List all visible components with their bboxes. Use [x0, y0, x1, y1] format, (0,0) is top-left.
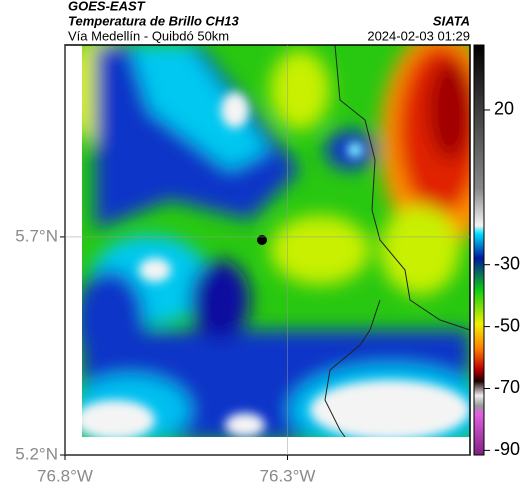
colorbar-tick-label: 20 — [494, 99, 514, 119]
subtitle: Vía Medellín - Quibdó 50km — [68, 28, 229, 43]
lon-tick-label: 76.3°W — [260, 466, 316, 485]
satellite-image — [82, 45, 470, 437]
timestamp: 2024-02-03 01:29 — [367, 28, 470, 43]
colorbar-tick-label: -30 — [494, 253, 520, 273]
title: Temperatura de Brillo CH13 — [68, 13, 240, 28]
colorbar — [473, 44, 485, 456]
colorbar-tick-label: -50 — [494, 315, 520, 335]
lon-tick-label: 76.8°W — [37, 466, 93, 485]
lat-tick-label: 5.2°N — [15, 444, 58, 463]
colorbar-tick-label: -90 — [494, 439, 520, 459]
lat-tick-label: 5.7°N — [15, 226, 58, 245]
source: GOES-EAST — [68, 0, 146, 13]
colorbar-tick-label: -70 — [494, 377, 520, 397]
credit: SIATA — [433, 13, 470, 28]
